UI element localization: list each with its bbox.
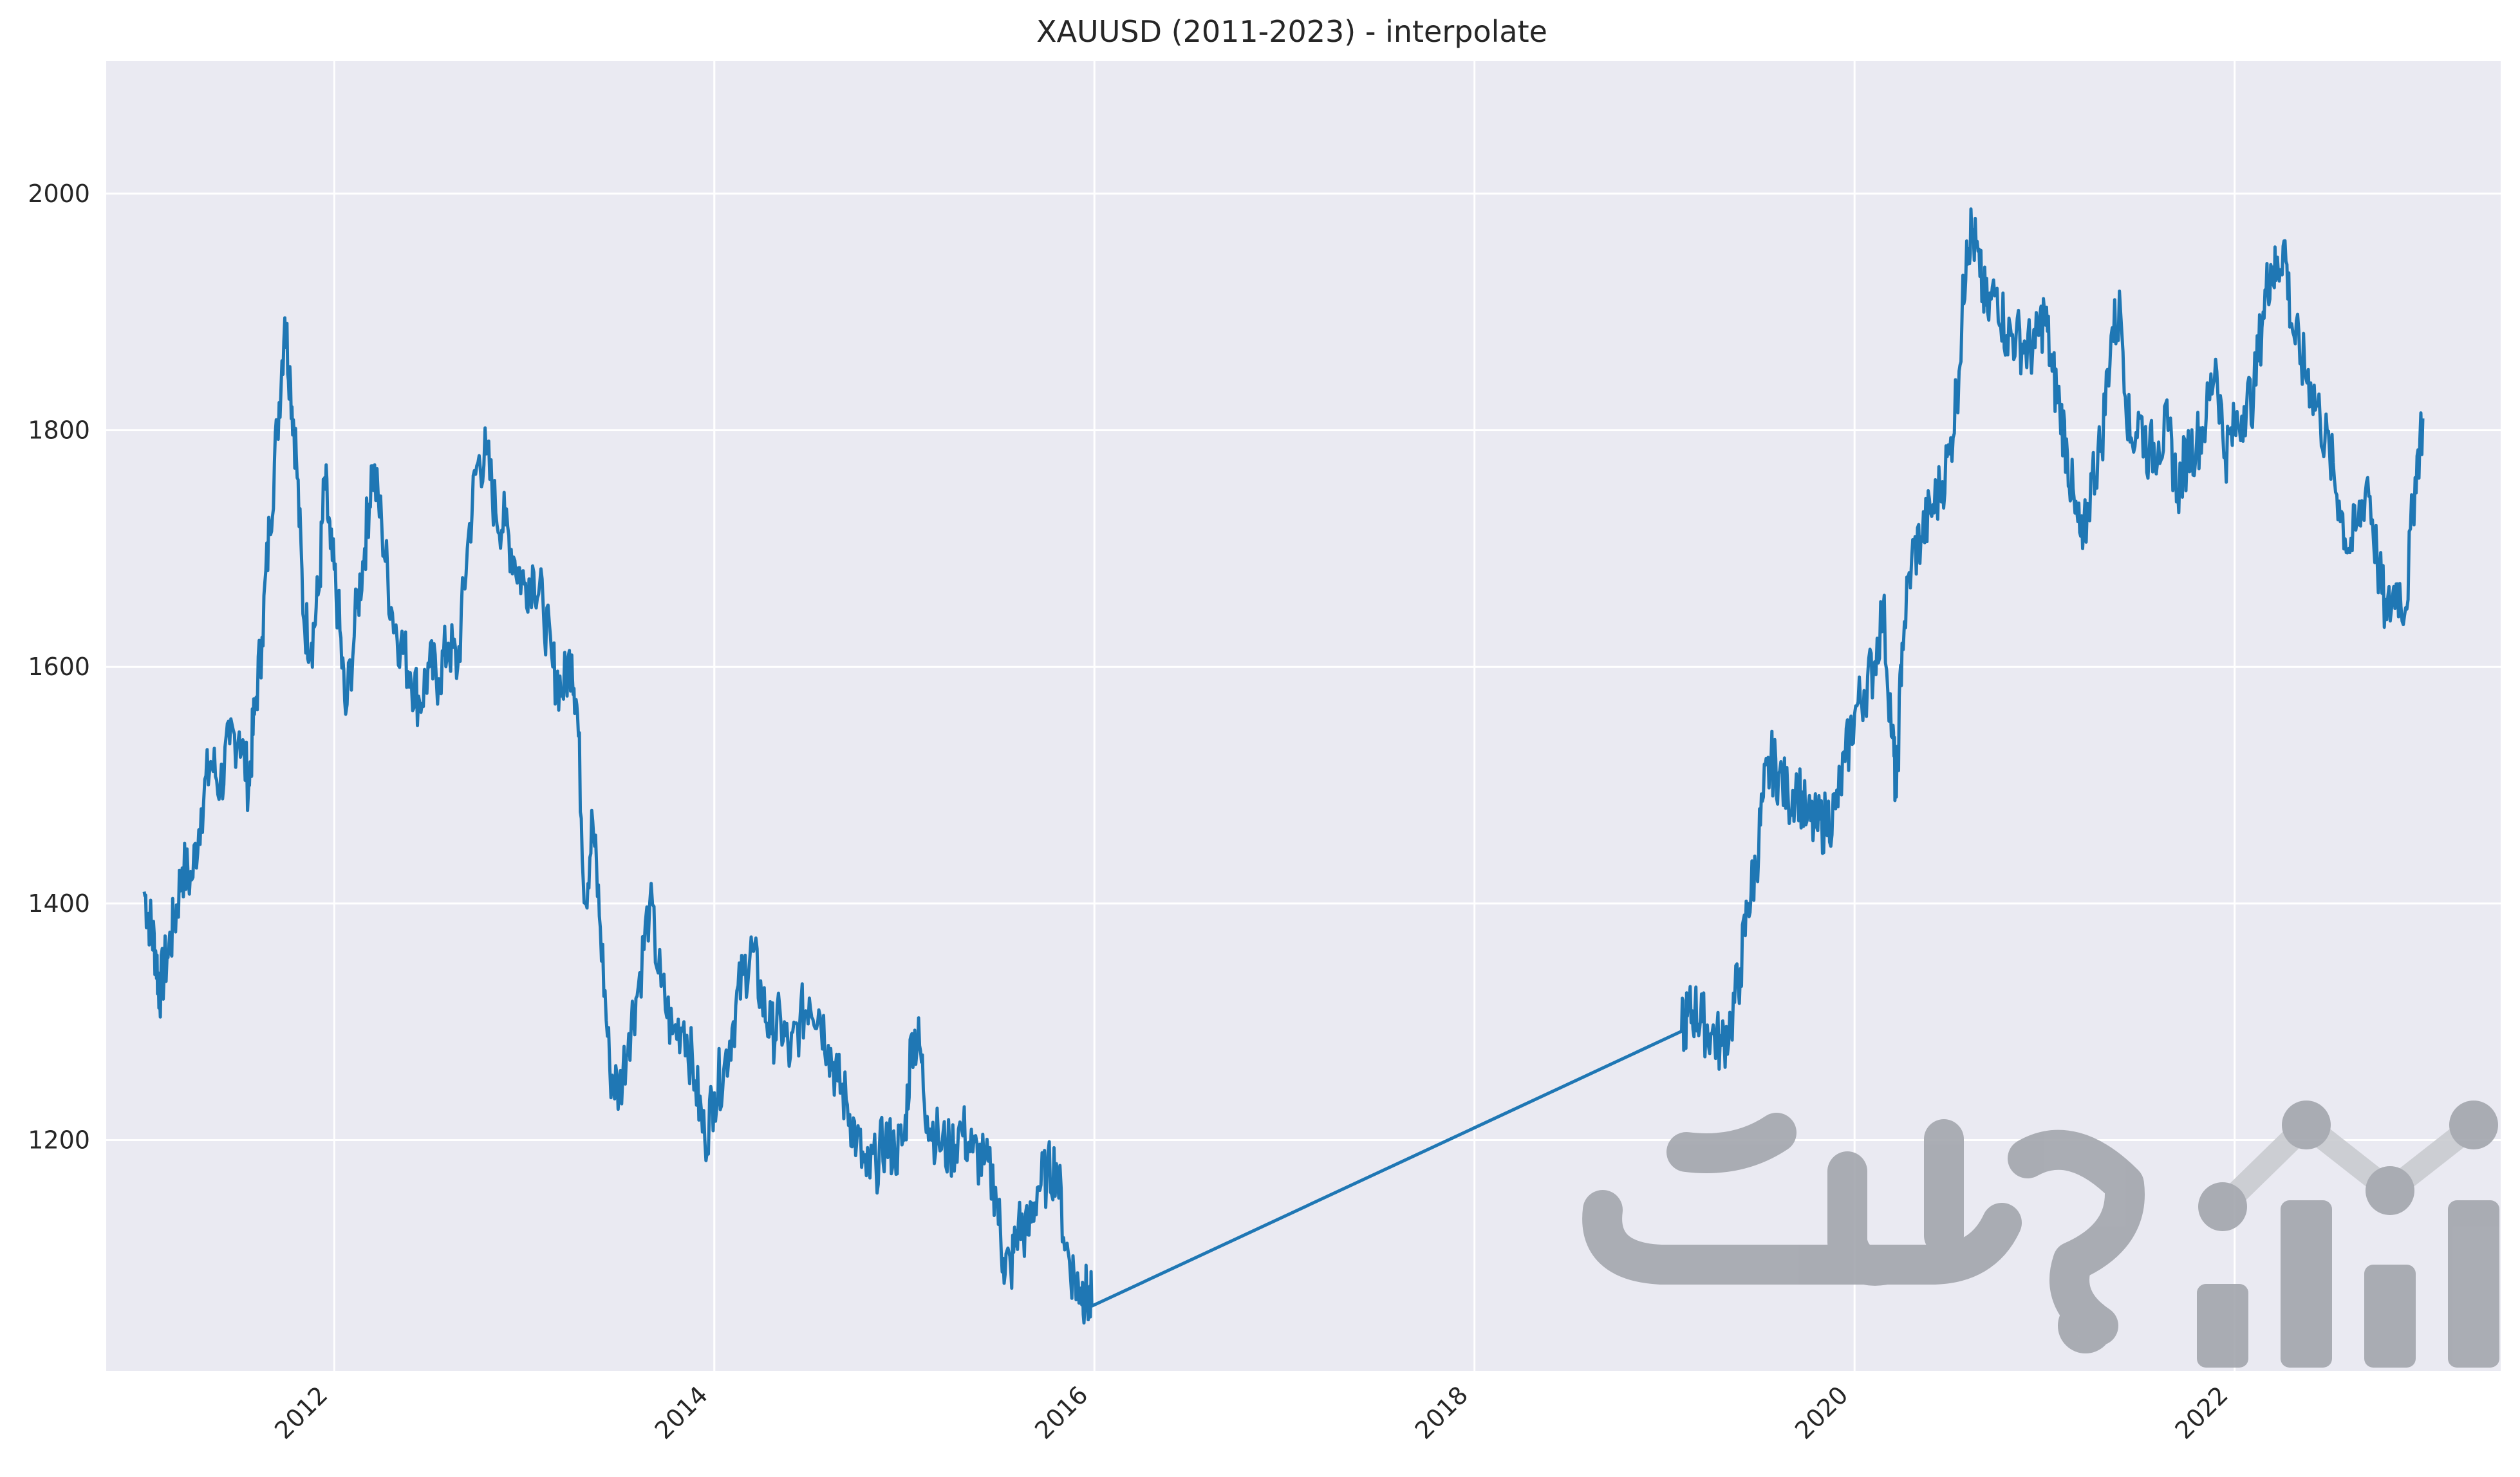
series-line-xauusd: [142, 207, 2425, 1325]
y-tick-label: 1800: [28, 416, 90, 445]
plot-area: [106, 61, 2501, 1371]
y-tick-label: 1600: [28, 653, 90, 681]
y-axis: 1200 1400 1600 1800 2000: [28, 180, 90, 1155]
logo-line-icon: [2198, 1101, 2498, 1231]
y-tick-label: 1400: [28, 889, 90, 918]
logo-bars-icon: [2197, 1200, 2499, 1368]
watermark-logo: [1582, 1101, 2499, 1368]
logo-wordmark: [1582, 1113, 2145, 1353]
chart-title: XAUUSD (2011-2023) - interpolate: [1036, 14, 1547, 49]
y-tick-label: 1200: [28, 1126, 90, 1155]
y-tick-label: 2000: [28, 180, 90, 208]
